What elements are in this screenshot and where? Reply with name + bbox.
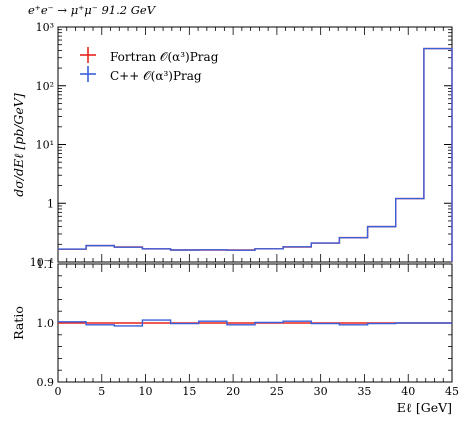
main-series-line-1: [58, 47, 453, 262]
legend-entry-cpp: C++ 𝒪(α³)Prag: [80, 66, 202, 83]
legend-marker-cpp: [80, 66, 96, 82]
main-y-tick-label: 1: [47, 197, 54, 210]
ratio-x-ticks: 0 5 10 15 20 25 30 35 40 45: [55, 264, 459, 398]
x-tick-label: 40: [401, 385, 415, 398]
main-y-ticks: 10³ 10² 10¹ 1 10⁻¹: [30, 21, 452, 269]
main-panel: 10³ 10² 10¹ 1 10⁻¹ dσ/dEℓ [pb/GeV]: [11, 21, 453, 269]
legend-marker-fortran: [80, 47, 96, 63]
x-tick-label: 15: [182, 385, 196, 398]
x-tick-label: 35: [357, 385, 371, 398]
main-series-group: [58, 47, 453, 262]
ratio-series-line-1: [58, 319, 452, 327]
ratio-y-tick-label: 1.0: [37, 317, 55, 330]
x-tick-label: 20: [226, 385, 240, 398]
x-axis-label: Eℓ [GeV]: [397, 400, 452, 415]
legend-entry-fortran: Fortran 𝒪(α³)Prag: [80, 47, 219, 64]
ratio-y-tick-label: 1.1: [37, 258, 55, 271]
ratio-panel: 1.1 1.0 0.9 0 5 10 15 20 25 30 35 40 45 Ratio Eℓ [G…: [11, 258, 459, 415]
main-x-ticks: [57, 27, 453, 262]
ratio-y-tick-label: 0.9: [37, 376, 55, 389]
main-y-tick-label: 10¹: [36, 139, 54, 152]
main-y-axis-label: dσ/dEℓ [pb/GeV]: [11, 93, 26, 197]
legend-label-fortran: Fortran 𝒪(α³)Prag: [110, 50, 219, 64]
main-y-tick-label: 10³: [36, 21, 54, 34]
main-y-tick-label: 10²: [36, 80, 54, 93]
main-y-tick-label: 10⁻¹: [30, 256, 54, 269]
ratio-y-axis-label: Ratio: [11, 306, 26, 340]
ratio-y-ticks: 1.1 1.0 0.9: [37, 258, 452, 389]
ratio-series-group: [58, 319, 452, 327]
x-tick-label: 5: [98, 385, 105, 398]
x-tick-label: 25: [270, 385, 284, 398]
legend-label-cpp: C++ 𝒪(α³)Prag: [110, 69, 202, 83]
x-tick-label: 45: [445, 385, 459, 398]
chart-title: e⁺e⁻ → μ⁺μ⁻ 91.2 GeV: [28, 3, 157, 17]
x-tick-label: 30: [314, 385, 328, 398]
x-tick-label: 0: [55, 385, 62, 398]
x-tick-label: 10: [139, 385, 153, 398]
legend: Fortran 𝒪(α³)Prag C++ 𝒪(α³)Prag: [80, 47, 219, 83]
